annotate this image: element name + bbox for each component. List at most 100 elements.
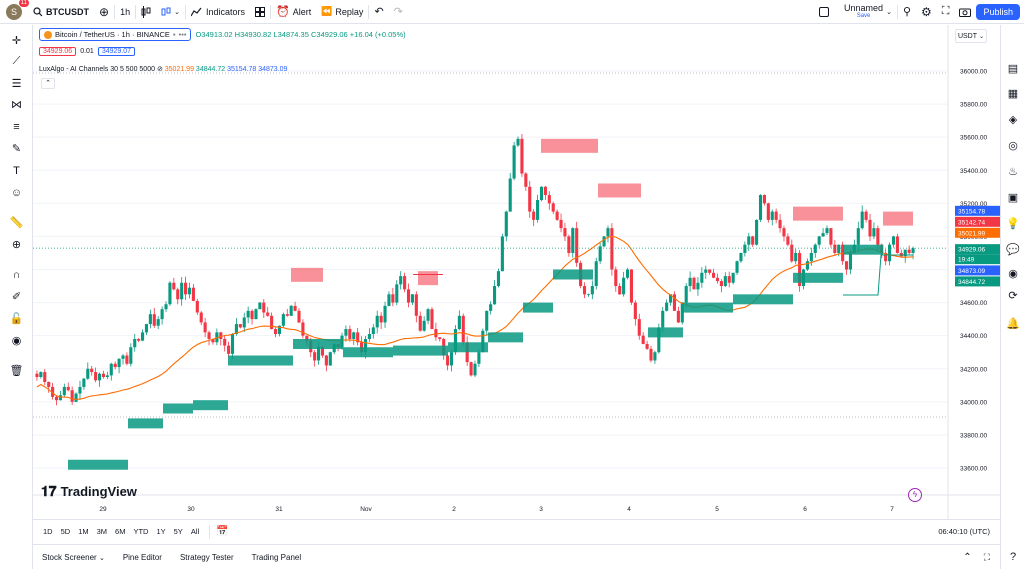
candle-body xyxy=(129,347,133,364)
indicator-legend[interactable]: LuxAlgo - AI Channels 30 5 500 5000 ⊘ 35… xyxy=(39,66,288,73)
range-1m[interactable]: 1M xyxy=(78,527,89,536)
more-icon[interactable]: ••• xyxy=(178,30,187,39)
layers-icon[interactable]: ◈ xyxy=(1008,113,1018,126)
candle-body xyxy=(528,186,532,212)
currency-selector[interactable]: USDT ⌄ xyxy=(955,29,987,43)
bell-icon[interactable]: 🔔 xyxy=(1006,317,1020,330)
candle-body xyxy=(747,236,751,245)
symbol-title-box[interactable]: Bitcoin / TetherUS · 1h · BINANCE ▪ ••• xyxy=(39,28,192,41)
candle-body xyxy=(712,272,716,278)
stay-drawing-icon[interactable]: ✐ xyxy=(11,291,22,303)
bid-price[interactable]: 34929.06 xyxy=(39,47,77,56)
ohlc-values: O34913.02 H34930.82 L34874.35 C34929.06 … xyxy=(195,30,406,39)
candle-body xyxy=(633,302,637,320)
pitchfork-icon[interactable]: ⋈ xyxy=(11,99,22,111)
tab-trading-panel[interactable]: Trading Panel xyxy=(251,552,302,562)
candle-body xyxy=(500,236,504,272)
trash-icon[interactable]: 🗑 xyxy=(9,365,24,377)
interval-button[interactable]: 1h xyxy=(120,6,131,17)
layouts-button[interactable] xyxy=(250,0,270,24)
indicators-button[interactable]: Indicators xyxy=(186,0,250,24)
collapse-legend-button[interactable]: ⌃ xyxy=(41,78,55,89)
candle-body xyxy=(606,228,610,237)
target-icon[interactable]: ◎ xyxy=(1008,139,1018,152)
settings-button[interactable]: ⚙ xyxy=(916,0,937,24)
range-all[interactable]: All xyxy=(190,527,200,536)
candle-body xyxy=(117,358,121,368)
layout-menu[interactable]: Unnamed Save ⌄ xyxy=(814,0,897,24)
fib-retracement-icon[interactable]: ≡ xyxy=(13,120,20,133)
candle-body xyxy=(199,312,203,323)
ideas-icon[interactable]: 💡 xyxy=(1006,217,1020,230)
candle-body xyxy=(743,244,747,253)
streams-icon[interactable]: ◉ xyxy=(1008,267,1018,280)
ask-price[interactable]: 34929.07 xyxy=(97,47,136,56)
watchlist-icon[interactable]: ▤ xyxy=(1007,62,1019,75)
chart-type-button[interactable] xyxy=(136,0,156,24)
range-1y[interactable]: 1Y xyxy=(156,527,166,536)
replay-button[interactable]: ⏪ Replay xyxy=(321,6,364,17)
emoji-icon[interactable]: ☺ xyxy=(10,186,23,199)
fullscreen-button[interactable]: ⛶ xyxy=(937,0,955,24)
horizontal-lines-icon[interactable]: ☰ xyxy=(11,78,22,90)
candle-body xyxy=(86,368,90,379)
range-5d[interactable]: 5D xyxy=(60,527,71,536)
brush-icon[interactable]: ✎ xyxy=(11,143,22,155)
magnet-icon[interactable]: ∩ xyxy=(12,268,21,281)
range-5y[interactable]: 5Y xyxy=(173,527,183,536)
crosshair-icon[interactable]: ✛ xyxy=(11,35,22,47)
candle-body xyxy=(184,282,188,295)
maximize-panel-icon[interactable]: ⛶ xyxy=(983,551,990,562)
divider xyxy=(184,4,186,19)
quick-search-button[interactable]: ⚲ xyxy=(898,0,916,24)
eye-icon[interactable]: ◉ xyxy=(11,335,22,347)
compare-button[interactable]: ⊕ xyxy=(94,0,114,24)
ruler-icon[interactable]: 📏 xyxy=(9,217,24,229)
symbol-search[interactable]: BTCUSDT xyxy=(28,0,94,24)
calendar-icon[interactable]: ▣ xyxy=(1007,191,1019,204)
candle-body xyxy=(356,332,360,343)
candle-body xyxy=(594,261,598,287)
candle-body xyxy=(864,211,868,220)
divider xyxy=(269,4,271,19)
candle-body xyxy=(665,302,669,311)
candle-body xyxy=(324,355,328,366)
clock-label[interactable]: 06:40:10 (UTC) xyxy=(938,527,990,536)
goto-date-icon[interactable]: 📅 xyxy=(216,526,229,537)
collapse-panel-icon[interactable]: ⌃ xyxy=(963,551,972,563)
candle-body xyxy=(676,310,680,323)
upper-channel-band xyxy=(291,267,323,282)
candle-body xyxy=(254,309,258,320)
lower-channel-band xyxy=(163,403,193,414)
tab-strategy-tester[interactable]: Strategy Tester xyxy=(179,552,234,562)
candle-body xyxy=(657,327,661,353)
fire-icon[interactable]: ♨ xyxy=(1008,165,1018,178)
price-chart[interactable]: 36000.00 35800.00 35600.00 35400.00 35200.00… xyxy=(33,25,1000,519)
upper-channel-band xyxy=(793,206,843,221)
price-tag-label: 34873.09 xyxy=(958,268,985,275)
candle-body xyxy=(328,352,332,366)
tab-stock-screener[interactable]: Stock Screener ⌄ xyxy=(42,552,105,562)
help-icon[interactable]: ? xyxy=(1009,551,1017,563)
zoom-in-icon[interactable]: ⊕ xyxy=(11,239,22,251)
publish-button[interactable]: Publish xyxy=(976,3,1020,20)
alert-button[interactable]: ⏰ Alert xyxy=(275,6,312,18)
trend-line-icon[interactable]: ⟋ xyxy=(12,55,21,67)
chart-area[interactable]: 36000.00 35800.00 35600.00 35400.00 35200.00… xyxy=(33,25,1000,543)
text-icon[interactable]: T xyxy=(13,164,20,177)
range-1d[interactable]: 1D xyxy=(43,527,53,536)
range-3m[interactable]: 3M xyxy=(96,527,108,536)
user-avatar[interactable]: S 11 xyxy=(6,0,29,20)
range-6m[interactable]: 6M xyxy=(115,527,126,536)
chart-style-button[interactable]: ⌄ xyxy=(156,0,185,24)
lock-icon[interactable]: 🔓 xyxy=(9,313,24,325)
redo-button[interactable]: ↷ xyxy=(389,0,408,24)
news-icon[interactable]: ▦ xyxy=(1007,87,1019,100)
chat-icon[interactable]: 💬 xyxy=(1006,243,1020,256)
undo-button[interactable]: ↶ xyxy=(369,0,388,24)
snapshot-button[interactable] xyxy=(954,0,976,24)
range-ytd[interactable]: YTD xyxy=(133,527,149,536)
live-icon[interactable]: ⟳ xyxy=(1008,289,1018,302)
tab-pine-editor[interactable]: Pine Editor xyxy=(122,552,162,562)
lightning-icon[interactable]: ϟ xyxy=(908,488,922,502)
